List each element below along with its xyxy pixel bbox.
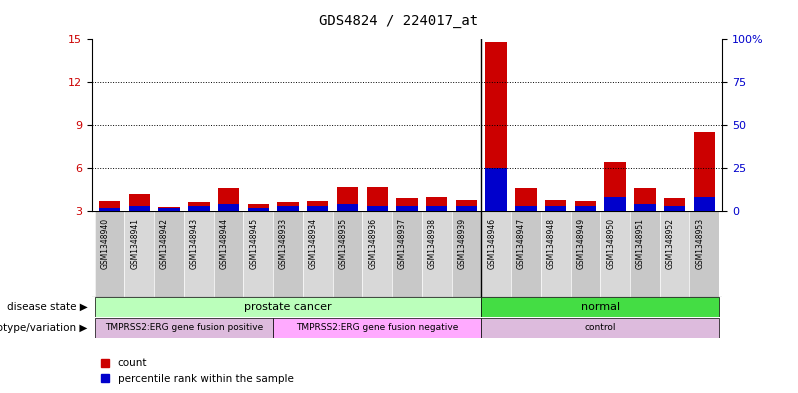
Bar [303,211,333,297]
Text: GSM1348944: GSM1348944 [219,218,228,269]
Bar [604,162,626,211]
Bar [481,318,719,338]
Text: GDS4824 / 224017_at: GDS4824 / 224017_at [319,13,479,28]
Bar [307,201,329,211]
Bar [158,208,180,211]
Bar [485,168,507,211]
Bar [604,197,626,211]
Text: GSM1348933: GSM1348933 [279,218,288,269]
Text: GSM1348943: GSM1348943 [190,218,199,269]
Bar [188,202,210,211]
Bar [545,200,567,211]
Bar [366,206,388,211]
Text: control: control [584,323,616,332]
Text: disease state ▶: disease state ▶ [7,302,88,312]
Bar [158,207,180,211]
Bar [511,211,541,297]
Bar [545,206,567,211]
Bar [397,206,417,211]
Bar [422,211,452,297]
Bar [426,196,448,211]
Bar [481,211,511,297]
Text: GSM1348948: GSM1348948 [547,218,555,269]
Text: GSM1348952: GSM1348952 [666,218,674,269]
Bar [600,211,630,297]
Bar [660,211,689,297]
Bar [99,208,120,211]
Text: GSM1348934: GSM1348934 [309,218,318,269]
Text: GSM1348951: GSM1348951 [636,218,645,269]
Bar [362,211,392,297]
Bar [214,211,243,297]
Text: TMPRSS2:ERG gene fusion negative: TMPRSS2:ERG gene fusion negative [296,323,458,332]
Bar [124,211,154,297]
Bar [333,211,362,297]
Text: GSM1348945: GSM1348945 [249,218,259,269]
Bar [541,211,571,297]
Text: GSM1348937: GSM1348937 [398,218,407,269]
Bar [128,206,150,211]
Bar [693,132,715,211]
Bar [243,211,273,297]
Text: genotype/variation ▶: genotype/variation ▶ [0,323,88,333]
Text: GSM1348938: GSM1348938 [428,218,437,269]
Bar [247,204,269,211]
Bar [218,204,239,211]
Bar [95,318,273,338]
Text: GSM1348946: GSM1348946 [488,218,496,269]
Text: GSM1348949: GSM1348949 [576,218,586,269]
Legend: count, percentile rank within the sample: count, percentile rank within the sample [97,354,298,388]
Text: GSM1348936: GSM1348936 [368,218,377,269]
Bar [452,211,481,297]
Bar [689,211,719,297]
Text: prostate cancer: prostate cancer [244,302,332,312]
Bar [693,197,715,211]
Text: TMPRSS2:ERG gene fusion positive: TMPRSS2:ERG gene fusion positive [105,323,263,332]
Text: GSM1348940: GSM1348940 [101,218,109,269]
Bar [516,188,536,211]
Bar [337,204,358,211]
Bar [516,206,536,211]
Bar [278,202,298,211]
Text: GSM1348935: GSM1348935 [338,218,347,269]
Text: GSM1348942: GSM1348942 [160,218,169,269]
Bar [571,211,600,297]
Bar [218,188,239,211]
Bar [184,211,214,297]
Bar [664,198,685,211]
Bar [366,187,388,211]
Text: GSM1348941: GSM1348941 [130,218,140,269]
Bar [664,206,685,211]
Bar [630,211,660,297]
Text: GSM1348953: GSM1348953 [695,218,705,269]
Bar [188,206,210,211]
Bar [426,206,448,211]
Bar [337,187,358,211]
Bar [634,204,656,211]
Bar [392,211,422,297]
Bar [634,188,656,211]
Bar [128,194,150,211]
Bar [99,201,120,211]
Bar [247,208,269,211]
Bar [278,206,298,211]
Bar [397,198,417,211]
Bar [485,42,507,211]
Bar [95,211,124,297]
Bar [273,318,481,338]
Text: GSM1348939: GSM1348939 [457,218,467,269]
Text: GSM1348947: GSM1348947 [517,218,526,269]
Bar [481,297,719,317]
Bar [307,206,329,211]
Bar [273,211,303,297]
Bar [575,201,596,211]
Bar [154,211,184,297]
Text: GSM1348950: GSM1348950 [606,218,615,269]
Bar [456,200,477,211]
Bar [95,297,481,317]
Text: normal: normal [581,302,620,312]
Bar [456,206,477,211]
Bar [575,206,596,211]
